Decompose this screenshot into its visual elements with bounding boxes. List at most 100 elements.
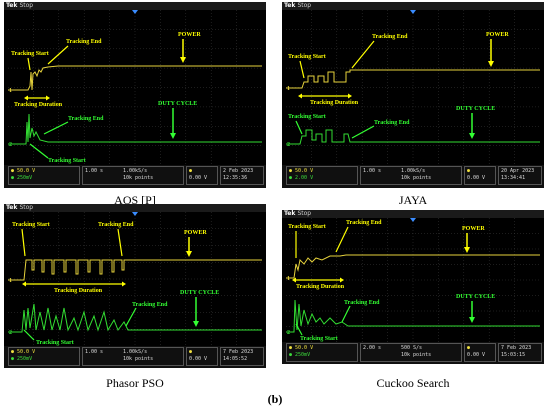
oscilloscope-screen: Tek Stop 1 2 POWER Tracking Start Tracki…	[4, 2, 266, 188]
ch2-marker: 2	[9, 330, 12, 336]
annotation-tracking-end-top: Tracking End	[66, 39, 102, 45]
time: 13:34:41	[501, 175, 526, 181]
ch2-marker: 2	[9, 142, 12, 148]
annotation-tracking-end-top: Tracking End	[346, 220, 382, 226]
date: 2 Feb 2023	[223, 168, 254, 174]
duration-left-head	[292, 277, 296, 283]
ch2-scale: 250mV	[17, 175, 33, 181]
duration-right-head	[122, 281, 126, 287]
ch1-scale: 50.0 V	[17, 349, 36, 355]
record-length: 10k points	[123, 356, 154, 362]
time: 14:05:52	[223, 356, 248, 362]
time: 15:03:15	[501, 352, 526, 358]
waveform-canvas: 1 2 POWER Tracking Start Tracking End Tr…	[286, 218, 540, 342]
duty-cycle-trace	[286, 299, 540, 333]
annotation-tracking-start-bottom: Tracking Start	[300, 336, 338, 342]
duration-right-head	[46, 95, 50, 101]
sample-rate: 500 S/s	[401, 345, 423, 351]
arrow-tracking-start-bottom	[29, 143, 49, 159]
duration-left-head	[24, 95, 28, 101]
annotation-power: POWER	[184, 230, 207, 236]
arrowhead-power	[464, 247, 470, 253]
duration-right-head	[348, 93, 352, 99]
scope-top-bar: Tek Stop	[4, 204, 266, 212]
arrowhead-duty-cycle	[469, 133, 475, 139]
caption-phasor-pso: Phasor PSO	[106, 376, 164, 390]
annotation-tracking-end-bottom: Tracking End	[68, 116, 104, 122]
caption-jaya: JAYA	[398, 193, 428, 207]
arrow-tracking-end-bottom	[125, 307, 137, 327]
scope-status-bar: ● 50.0 V ● 250mV 1.00 s 1.00kS/s 10k poi…	[4, 165, 266, 188]
annotation-tracking-start-top: Tracking Start	[288, 54, 326, 60]
power-trace	[8, 259, 262, 281]
duty-cycle-trace	[286, 129, 540, 145]
trigger-marker	[410, 218, 416, 222]
annotation-tracking-start-bottom: Tracking Start	[36, 340, 74, 346]
ch2-scale: 250mV	[295, 352, 311, 358]
trigger-level: 0.00 V	[189, 356, 208, 362]
ch2-scale: 2.00 V	[295, 175, 314, 181]
figure-label: (b)	[267, 392, 283, 406]
arrowhead-duty-cycle	[193, 321, 199, 327]
power-trace	[286, 69, 540, 89]
power-trace	[8, 65, 262, 91]
annotation-power: POWER	[462, 226, 485, 232]
ch1-marker: 1	[9, 88, 12, 94]
timebase: 1.00 s	[363, 168, 382, 174]
arrowhead-power	[186, 251, 192, 257]
arrow-tracking-end-top	[117, 228, 123, 257]
annotation-tracking-start-bottom: Tracking Start	[288, 114, 326, 120]
scope-panel-phasor-pso: Tek Stop 1 2 POWER Tracking Start Tracki…	[4, 204, 266, 394]
annotation-duty-cycle: DUTY CYCLE	[456, 106, 495, 112]
oscilloscope-screen: Tek Stop 1 2 POWER Tracking Start Tracki…	[282, 2, 544, 188]
trigger-marker	[132, 212, 138, 216]
ch1-scale: 50.0 V	[295, 345, 314, 351]
scope-panel-aos: Tek Stop 1 2 POWER Tracking Start Tracki…	[4, 2, 266, 217]
annotation-tracking-start-top: Tracking Start	[11, 51, 49, 57]
annotation-tracking-end-bottom: Tracking End	[132, 302, 168, 308]
brand-label: Tek	[6, 2, 18, 9]
annotation-tracking-duration: Tracking Duration	[14, 102, 63, 108]
arrow-tracking-start-bottom	[295, 323, 303, 336]
power-trace	[286, 254, 540, 279]
graticule	[8, 10, 262, 165]
waveform-canvas: 1 2 POWER Tracking Start Tracking End Tr…	[8, 212, 262, 346]
ch1-scale: 50.0 V	[295, 168, 314, 174]
trigger-marker	[132, 10, 138, 14]
date: 7 Feb 2023	[501, 345, 532, 351]
record-length: 10k points	[401, 175, 432, 181]
arrow-tracking-start-bottom	[23, 329, 35, 341]
annotation-tracking-end-top: Tracking End	[98, 222, 134, 228]
graticule	[8, 212, 262, 346]
waveform-area: 1 2 POWER Tracking Start Tracking End Tr…	[8, 212, 262, 346]
annotation-tracking-start-top: Tracking Start	[12, 222, 50, 228]
annotation-tracking-duration: Tracking Duration	[54, 288, 103, 294]
arrow-tracking-start-top	[27, 57, 31, 71]
brand-label: Tek	[6, 204, 18, 211]
caption-aos: AOS [P]	[114, 193, 156, 207]
arrow-tracking-end-top	[47, 45, 69, 65]
trigger-marker	[410, 10, 416, 14]
ch2-scale: 250mV	[17, 356, 33, 362]
waveform-area: 1 2 POWER Tracking Start Tracking End Tr…	[286, 10, 540, 165]
duration-right-head	[340, 277, 344, 283]
annotation-tracking-duration: Tracking Duration	[296, 284, 345, 290]
waveform-area: 1 2 POWER Tracking Start Tracking End Tr…	[286, 218, 540, 342]
scope-status-bar: ● 50.0 V ● 250mV 2.00 s 500 S/s 10k poin…	[282, 342, 544, 364]
trigger-level: 0.00 V	[467, 352, 486, 358]
ch1-scale: 50.0 V	[17, 168, 36, 174]
scope-top-bar: Tek Stop	[4, 2, 266, 10]
graticule	[286, 218, 540, 342]
date: 7 Feb 2023	[223, 349, 254, 355]
timebase: 1.00 s	[85, 349, 104, 355]
scope-top-bar: Tek Stop	[282, 2, 544, 10]
scope-top-bar: Tek Stop	[282, 210, 544, 218]
annotation-power: POWER	[178, 32, 201, 38]
trigger-level: 0.00 V	[189, 175, 208, 181]
annotation-tracking-end-bottom: Tracking End	[374, 120, 410, 126]
annotation-power: POWER	[486, 32, 509, 38]
scope-panel-cuckoo-search: Tek Stop 1 2 POWER Tracking Start Tracki…	[282, 210, 544, 394]
sample-rate: 1.00kS/s	[401, 168, 426, 174]
ch2-marker: 2	[287, 330, 290, 336]
sample-rate: 1.00kS/s	[123, 349, 148, 355]
